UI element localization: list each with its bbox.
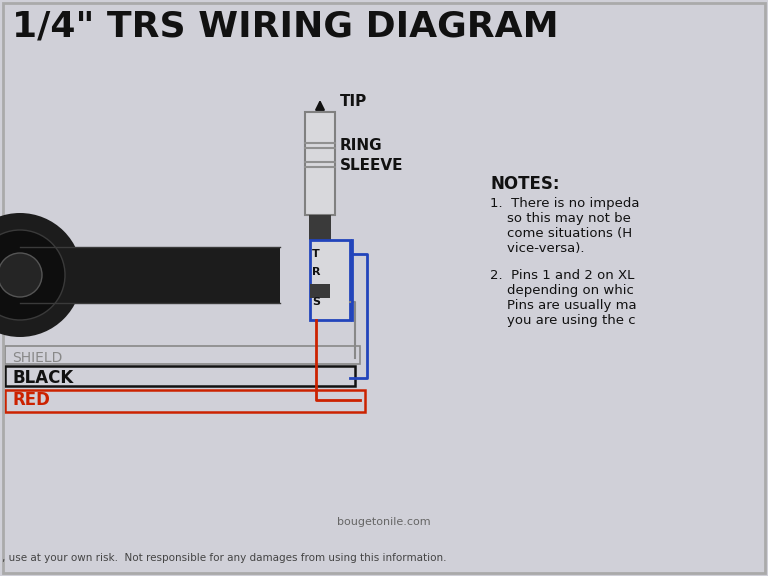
Bar <box>310 240 350 320</box>
Bar <box>20 247 280 303</box>
Circle shape <box>0 230 65 320</box>
Text: come situations (H: come situations (H <box>490 227 632 240</box>
Bar <box>5 346 360 364</box>
Text: RING: RING <box>340 138 382 153</box>
Circle shape <box>0 253 42 297</box>
Text: bougetonile.com: bougetonile.com <box>337 517 431 527</box>
Text: TIP: TIP <box>340 94 367 109</box>
Text: Pins are usually ma: Pins are usually ma <box>490 299 637 312</box>
Text: SLEEVE: SLEEVE <box>340 157 403 172</box>
Text: 1/4" TRS WIRING DIAGRAM: 1/4" TRS WIRING DIAGRAM <box>12 10 558 44</box>
Text: T: T <box>312 249 319 259</box>
Text: so this may not be: so this may not be <box>490 212 631 225</box>
Bar <box>309 215 331 240</box>
Bar <box>310 284 330 298</box>
Text: , use at your own risk.  Not responsible for any damages from using this informa: , use at your own risk. Not responsible … <box>2 553 446 563</box>
Text: you are using the c: you are using the c <box>490 314 636 327</box>
Text: 2.  Pins 1 and 2 on XL: 2. Pins 1 and 2 on XL <box>490 269 634 282</box>
Text: S: S <box>312 297 320 307</box>
Circle shape <box>0 213 82 337</box>
Text: SHIELD: SHIELD <box>12 351 62 365</box>
Bar <box>5 366 355 386</box>
Text: NOTES:: NOTES: <box>490 175 560 193</box>
Text: 1.  There is no impeda: 1. There is no impeda <box>490 197 640 210</box>
Text: depending on whic: depending on whic <box>490 284 634 297</box>
Bar <box>305 112 335 215</box>
Bar <box>5 390 365 412</box>
Text: BLACK: BLACK <box>12 369 73 387</box>
Text: R: R <box>312 267 320 277</box>
Text: RED: RED <box>12 391 50 409</box>
Text: vice-versa).: vice-versa). <box>490 242 584 255</box>
